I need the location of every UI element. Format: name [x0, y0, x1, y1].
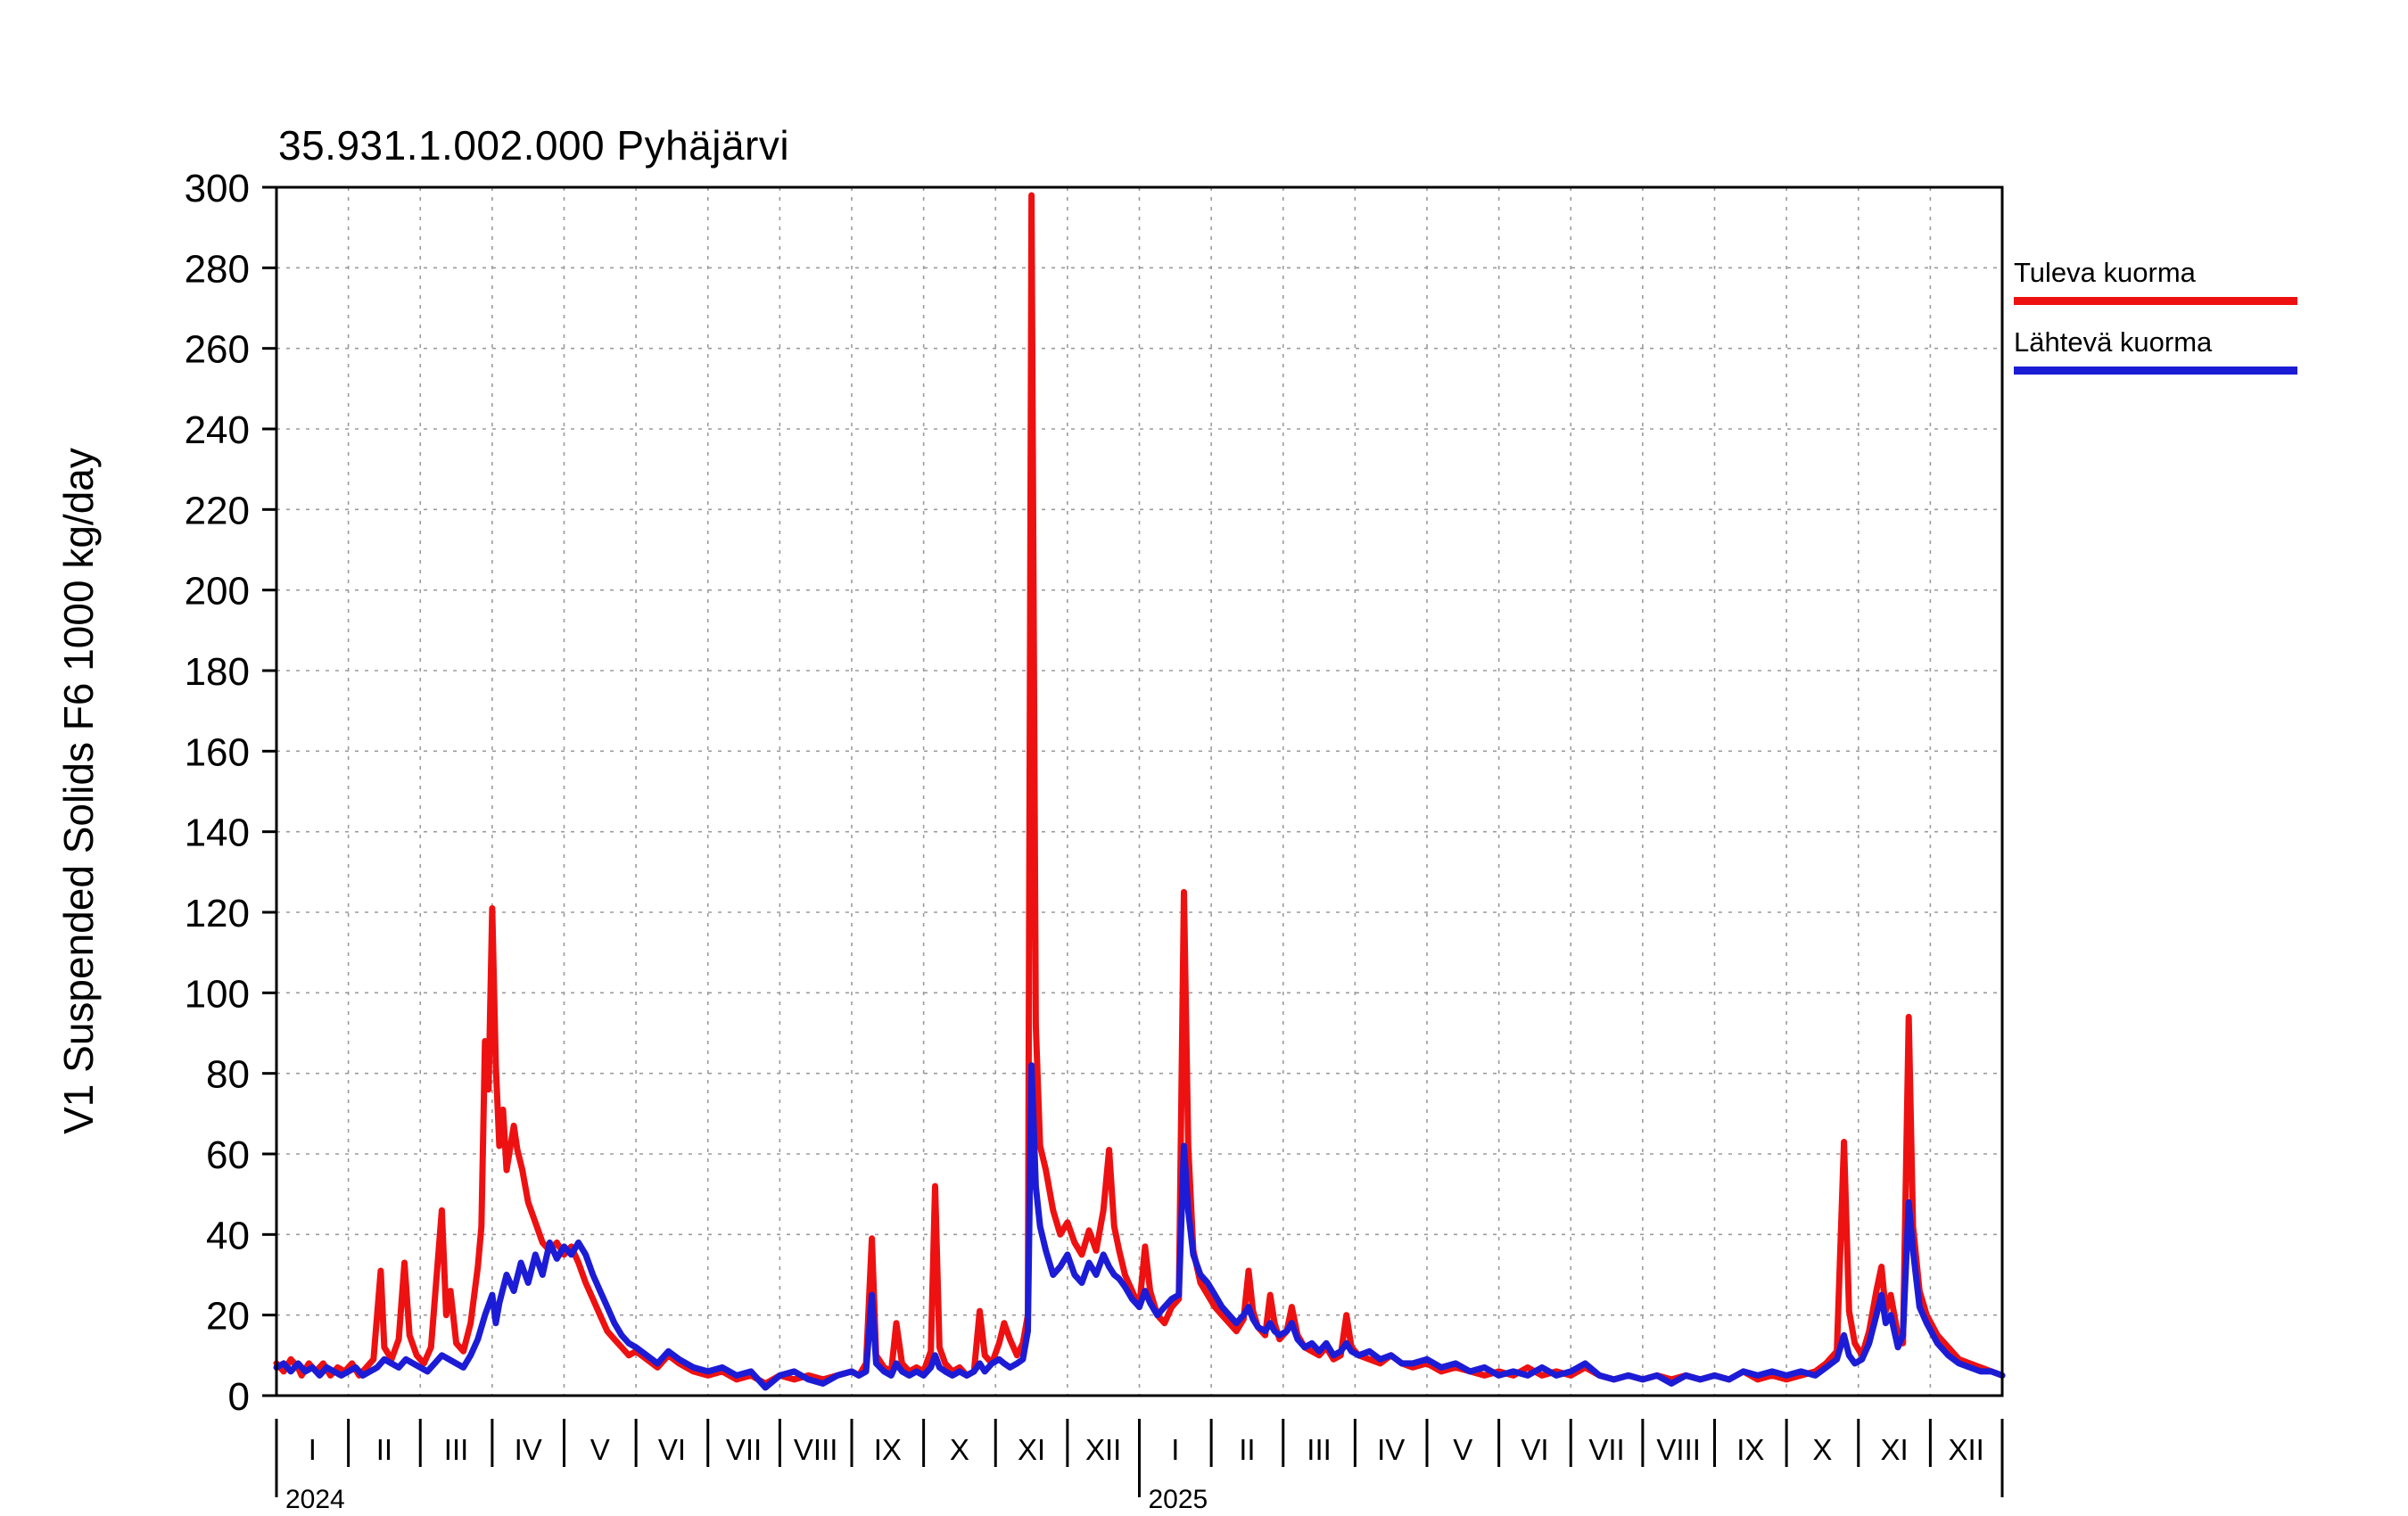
legend-label-tuleva-kuorma: Tuleva kuorma — [2014, 257, 2196, 288]
x-month-label: III — [1307, 1433, 1332, 1466]
y-tick-label: 160 — [185, 730, 250, 774]
y-tick-label: 80 — [206, 1053, 250, 1097]
x-month-label: IV — [515, 1433, 542, 1466]
x-month-label: VIII — [794, 1433, 838, 1466]
x-month-label: X — [1812, 1433, 1832, 1466]
series-line-lahteva-kuorma — [273, 1062, 2006, 1391]
x-month-label: II — [376, 1433, 392, 1466]
plot-frame — [275, 185, 2004, 1397]
x-month-label: I — [1171, 1433, 1179, 1466]
x-month-label: XI — [1018, 1433, 1045, 1466]
x-month-label: VII — [726, 1433, 762, 1466]
legend-entry-tuleva-kuorma: Tuleva kuorma — [2014, 257, 2297, 305]
y-tick-label: 60 — [206, 1133, 250, 1177]
x-year-label: 2024 — [285, 1485, 345, 1514]
y-tick-label: 140 — [185, 812, 250, 855]
x-month-label: I — [309, 1433, 317, 1466]
y-tick-label: 220 — [185, 489, 250, 532]
y-tick-label: 120 — [185, 892, 250, 935]
legend-line-tuleva-kuorma — [2014, 297, 2297, 305]
legend-label-lahteva-kuorma: Lähtevä kuorma — [2014, 326, 2213, 358]
x-year-label: 2025 — [1149, 1485, 1208, 1514]
x-month-label: VII — [1588, 1433, 1624, 1466]
y-tick-label: 280 — [185, 247, 250, 291]
y-tick-label: 0 — [228, 1375, 250, 1419]
x-month-label: VI — [658, 1433, 686, 1466]
legend-entry-lahteva-kuorma: Lähtevä kuorma — [2014, 326, 2297, 375]
y-tick-label: 300 — [185, 167, 250, 210]
y-tick-label: 40 — [206, 1214, 250, 1257]
x-month-label: II — [1239, 1433, 1255, 1466]
x-month-label: VIII — [1656, 1433, 1701, 1466]
x-month-label: IX — [1736, 1433, 1764, 1466]
x-month-label: XII — [1085, 1433, 1121, 1466]
legend: Tuleva kuorma Lähtevä kuorma — [2014, 257, 2297, 396]
x-month-label: V — [590, 1433, 610, 1466]
chart-title: 35.931.1.002.000 Pyhäjärvi — [278, 122, 790, 169]
x-month-label: VI — [1521, 1433, 1548, 1466]
x-month-label: XI — [1880, 1433, 1908, 1466]
x-month-label: IX — [874, 1433, 902, 1466]
y-tick-label: 180 — [185, 650, 250, 694]
x-month-label: IV — [1377, 1433, 1405, 1466]
y-tick-label: 20 — [206, 1295, 250, 1339]
y-tick-label: 240 — [185, 408, 250, 452]
y-tick-label: 200 — [185, 570, 250, 614]
x-month-label: XII — [1949, 1433, 1984, 1466]
x-month-label: V — [1453, 1433, 1472, 1466]
series-line-tuleva-kuorma — [273, 192, 2006, 1387]
x-month-label: X — [950, 1433, 969, 1466]
y-tick-label: 100 — [185, 972, 250, 1016]
x-month-label: III — [444, 1433, 469, 1466]
y-tick-label: 260 — [185, 328, 250, 372]
legend-line-lahteva-kuorma — [2014, 367, 2297, 375]
